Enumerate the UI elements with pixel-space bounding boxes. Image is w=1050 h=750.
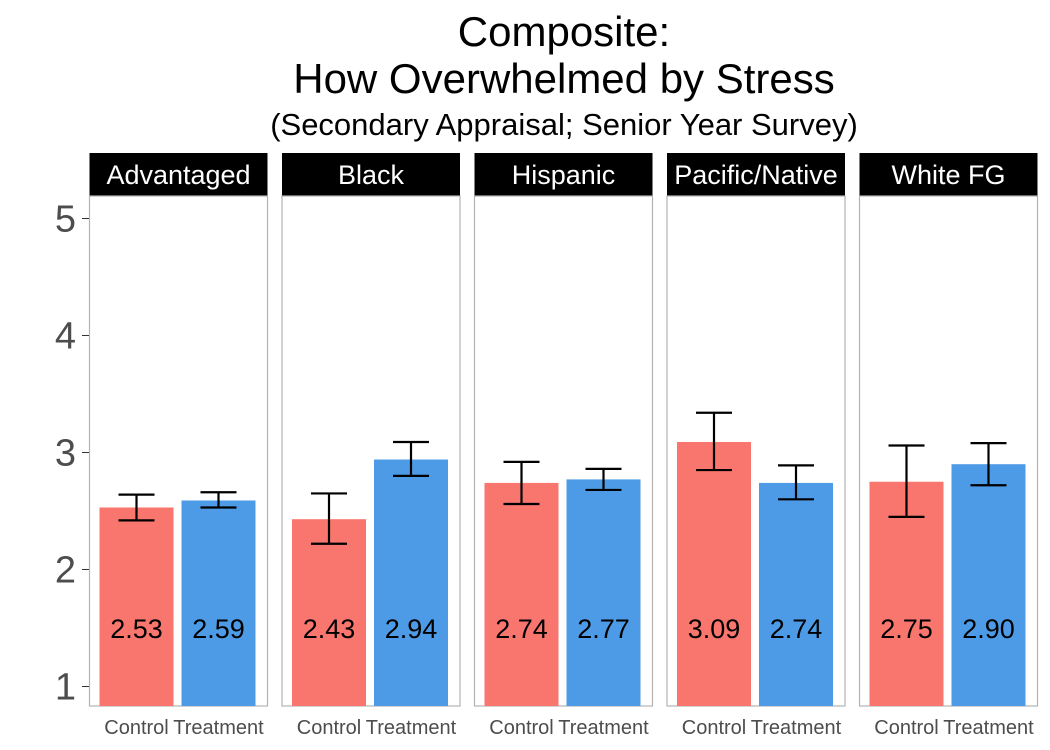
bar-value-label: 2.77: [577, 614, 630, 644]
panel-hispanic: Hispanic 2.74 Control 2.77 Treatment: [473, 153, 654, 739]
panel-strip-label: Advantaged: [106, 160, 250, 190]
bar-value-label: 2.94: [385, 614, 438, 644]
panel-pacific-native: Pacific/Native 3.09 Control 2.74 Treatment: [666, 153, 846, 739]
y-axis: 1 2 3 4 5: [55, 199, 89, 709]
x-tick-label: Control: [489, 717, 553, 739]
error-bar: [696, 411, 732, 472]
x-tick-label: Treatment: [366, 717, 457, 739]
bar-control: [99, 507, 174, 706]
panel-border: [858, 195, 1039, 707]
error-bar: [503, 460, 540, 506]
y-tick-label: 2: [55, 550, 76, 592]
x-tick-label: Treatment: [558, 717, 649, 739]
bar-treatment: [374, 459, 448, 706]
panel-strip-label: Hispanic: [512, 160, 616, 190]
panel-strip-label: Pacific/Native: [674, 160, 838, 190]
x-tick-label: Control: [874, 717, 938, 739]
panel-border: [666, 195, 846, 707]
x-tick-label: Treatment: [173, 717, 264, 739]
bar-value-label: 3.09: [688, 614, 741, 644]
chart-title-line-1: Composite:: [458, 8, 670, 55]
error-bar: [888, 444, 925, 518]
bar-treatment: [566, 479, 641, 706]
panel-strip-label: White FG: [891, 160, 1005, 190]
panel-black: Black 2.43 Control 2.94 Treatment: [281, 153, 461, 739]
bar-control: [677, 441, 751, 706]
panel-advantaged: Advantaged 2.53 Control 2.59 Treatment: [88, 153, 269, 739]
panel-border: [281, 195, 461, 707]
x-tick-label: Control: [104, 717, 168, 739]
chart-title-line-2: How Overwhelmed by Stress: [293, 55, 835, 102]
x-tick-label: Treatment: [943, 717, 1034, 739]
panel-white-fg: White FG 2.75 Control 2.90 Treatment: [858, 153, 1039, 739]
x-tick-label: Treatment: [751, 717, 842, 739]
error-bar: [200, 491, 237, 509]
error-bar: [311, 492, 347, 545]
y-tick-label: 3: [55, 433, 76, 475]
panel-strip: [89, 153, 268, 196]
bar-value-label: 2.43: [303, 614, 356, 644]
bar-treatment: [181, 500, 256, 706]
error-bar: [118, 493, 155, 522]
bar-value-label: 2.90: [962, 614, 1015, 644]
bar-value-label: 2.59: [192, 614, 245, 644]
x-tick-label: Control: [682, 717, 746, 739]
bar-control: [869, 481, 944, 706]
error-bar: [970, 442, 1007, 487]
bar-control: [292, 519, 366, 706]
y-tick-label: 4: [55, 316, 76, 358]
bar-value-label: 2.53: [110, 614, 163, 644]
bar-value-label: 2.74: [495, 614, 548, 644]
bar-control: [484, 482, 559, 706]
bar-value-label: 2.74: [770, 614, 823, 644]
bar-treatment: [759, 482, 833, 706]
panel-strip: [474, 153, 653, 196]
error-bar: [778, 464, 814, 501]
x-tick-label: Control: [297, 717, 361, 739]
chart-subtitle: (Secondary Appraisal; Senior Year Survey…: [270, 107, 858, 142]
panel-strip-label: Black: [338, 160, 405, 190]
panels-group: Advantaged 2.53 Control 2.59 Treatment Black 2…: [88, 153, 1039, 739]
panel-strip: [859, 153, 1038, 196]
error-bar: [585, 467, 622, 492]
y-tick-label: 5: [55, 199, 76, 241]
panel-strip: [282, 153, 460, 196]
bar-value-label: 2.75: [880, 614, 933, 644]
error-bar: [393, 440, 429, 477]
panel-border: [473, 195, 654, 707]
bar-treatment: [951, 464, 1026, 706]
y-tick-label: 1: [55, 667, 76, 709]
panel-strip: [667, 153, 845, 196]
panel-border: [88, 195, 269, 707]
